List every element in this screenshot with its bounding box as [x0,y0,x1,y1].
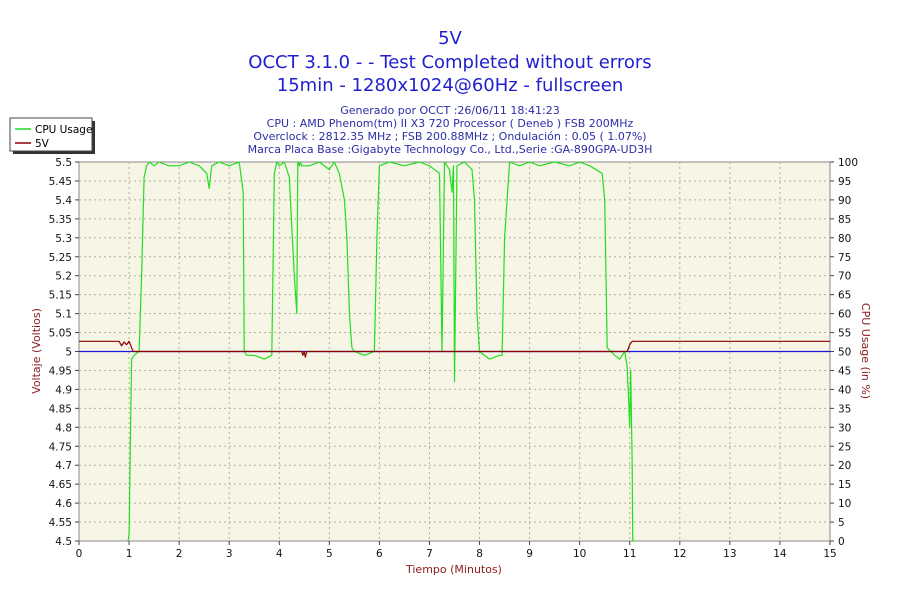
chart-title: 5V [438,28,462,49]
y-right-tick-label: 65 [838,290,851,302]
y-right-tick-label: 45 [838,365,851,377]
y-right-tick-label: 90 [838,195,851,207]
info-line-3: Overclock : 2812.35 MHz ; FSB 200.88MHz … [253,130,646,143]
y-left-tick-label: 4.85 [49,403,72,415]
axis-ticks: 0 1 2 3 4 5 6 7 8 9 10 11 12 13 14 154.54.554.64.654.74… [49,157,858,560]
y-left-tick-label: 5.2 [55,271,72,283]
chart-subtitle-1: OCCT 3.1.0 - - Test Completed without er… [248,52,651,73]
y-right-tick-label: 75 [838,252,851,264]
y-right-tick-label: 80 [838,233,851,245]
y-left-tick-label: 4.75 [49,441,72,453]
x-tick-label: 1 [126,548,133,560]
x-tick-label: 14 [773,548,787,560]
y-left-tick-label: 5.1 [55,309,72,321]
y-right-tick-label: 20 [838,460,851,472]
y-left-tick-label: 4.9 [55,384,72,396]
y-left-tick-label: 4.6 [55,498,72,510]
y-right-tick-label: 95 [838,176,851,188]
y-left-tick-label: 5 [65,347,72,359]
x-tick-label: 11 [623,548,636,560]
legend-box [9,117,93,152]
y-left-tick-label: 4.95 [49,365,72,377]
y-right-tick-label: 10 [838,498,851,510]
y-right-tick-label: 55 [838,328,851,340]
y-left-tick-label: 4.8 [55,422,72,434]
legend-label-cpu-usage: CPU Usage [35,124,92,136]
x-tick-label: 5 [326,548,333,560]
y-left-tick-label: 5.45 [49,176,72,188]
legend-label-5v: 5V [35,138,50,150]
info-line-2: CPU : AMD Phenom(tm) II X3 720 Processor… [267,117,634,130]
series-line-5v [79,340,830,358]
y-left-tick-label: 4.5 [55,536,72,548]
x-tick-label: 6 [376,548,383,560]
x-tick-label: 15 [823,548,836,560]
y-right-tick-label: 60 [838,309,851,321]
x-axis-label: Tiempo (Minutos) [405,563,502,576]
y-left-tick-label: 5.25 [49,252,72,264]
x-tick-label: 7 [426,548,433,560]
y-left-tick-label: 5.5 [55,157,72,169]
y-left-tick-label: 4.65 [49,479,72,491]
y-right-tick-label: 100 [838,157,858,169]
x-tick-label: 13 [723,548,736,560]
series-line-cpu-usage [127,161,635,542]
y-right-tick-label: 30 [838,422,851,434]
x-tick-label: 9 [526,548,533,560]
y-left-tick-label: 4.7 [55,460,72,472]
y-left-tick-label: 5.3 [55,233,72,245]
x-tick-label: 4 [276,548,283,560]
y-left-tick-label: 5.4 [55,195,72,207]
x-tick-label: 2 [176,548,183,560]
y-right-tick-label: 15 [838,479,851,491]
y-right-tick-label: 5 [838,517,845,529]
info-line-1: Generado por OCCT :26/06/11 18:41:23 [340,104,559,117]
legend: CPU Usage 5V [9,117,95,154]
y-axis-label-right: CPU Usage (in %) [859,303,872,399]
y-left-tick-label: 4.55 [49,517,72,529]
info-line-4: Marca Placa Base :Gigabyte Technology Co… [248,143,653,156]
y-right-tick-label: 40 [838,384,851,396]
y-right-tick-label: 50 [838,347,851,359]
x-tick-label: 8 [476,548,483,560]
y-right-tick-label: 0 [838,536,845,548]
x-tick-label: 10 [573,548,586,560]
y-right-tick-label: 85 [838,214,851,226]
y-axis-label-left: Voltaje (Voltios) [30,308,43,394]
y-right-tick-label: 25 [838,441,851,453]
chart-subtitle-2: 15min - 1280x1024@60Hz - fullscreen [277,75,623,96]
x-tick-label: 3 [226,548,233,560]
y-right-tick-label: 35 [838,403,851,415]
x-tick-label: 0 [76,548,83,560]
y-left-tick-label: 5.05 [49,328,72,340]
y-left-tick-label: 5.35 [49,214,72,226]
x-tick-label: 12 [673,548,686,560]
y-right-tick-label: 70 [838,271,851,283]
series-layer [79,161,830,542]
y-left-tick-label: 5.15 [49,290,72,302]
